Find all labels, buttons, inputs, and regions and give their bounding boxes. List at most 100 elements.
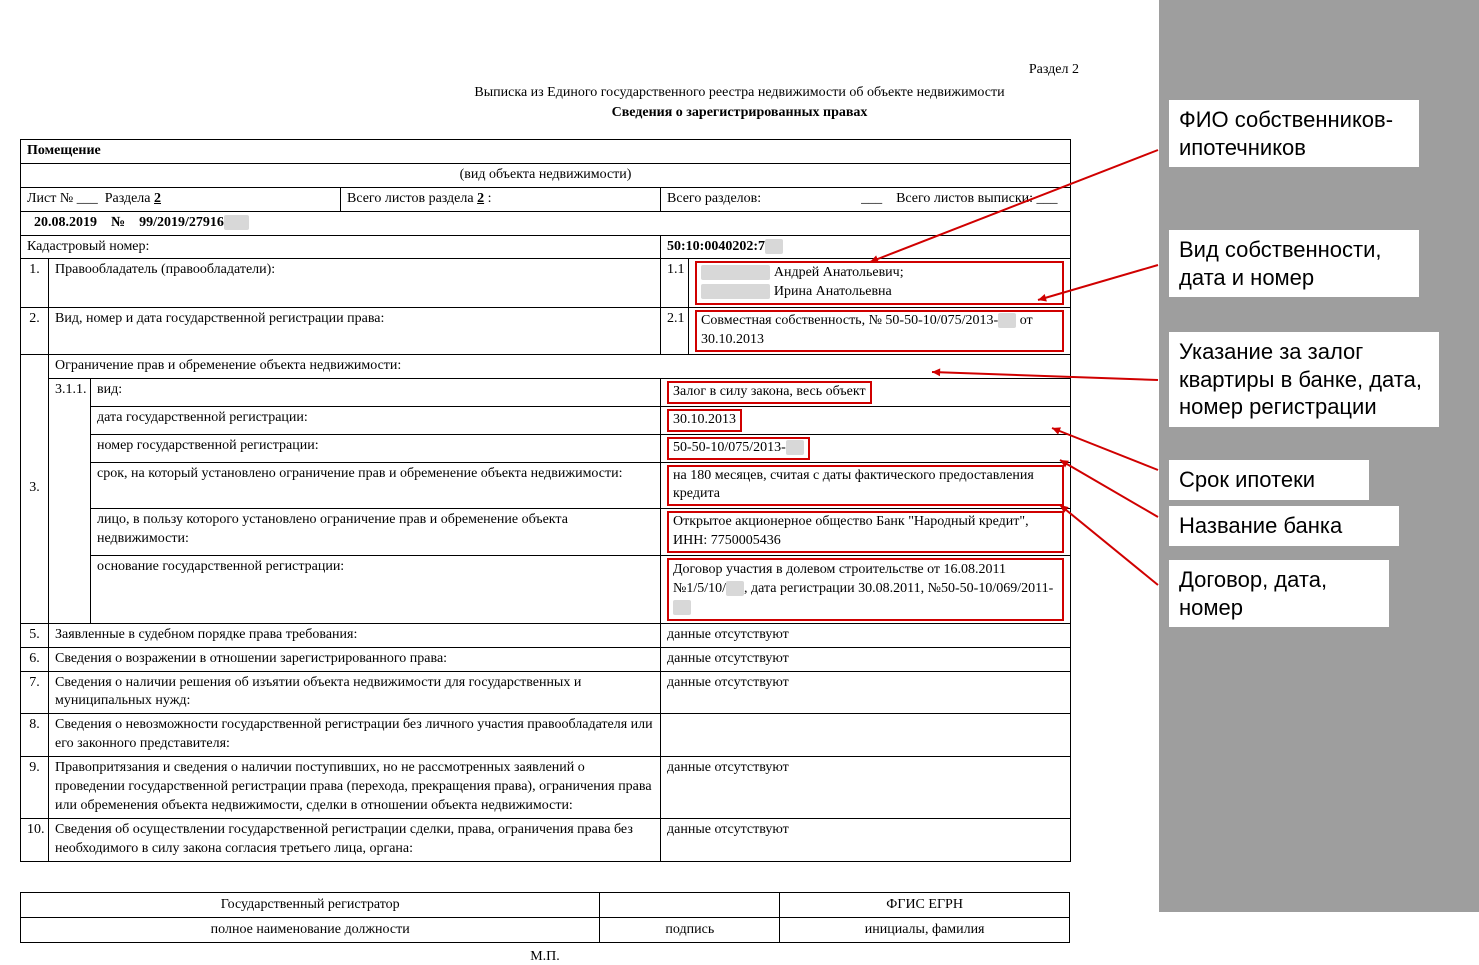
vsego-listov-razdela-label: Всего листов раздела (347, 191, 474, 206)
owner2-surname-blur: Кxxxxxxxx (701, 284, 770, 299)
ownership-type-highlight: Совместная собственность, № 50-50-10/075… (695, 310, 1064, 352)
row-1: 1. Правообладатель (правообладатели): 1.… (21, 259, 1071, 308)
signature-table: Государственный регистратор ФГИС ЕГРН по… (20, 892, 1070, 943)
vsego-listov-razdela-num: 2 (477, 191, 484, 206)
annotation-srok: Срок ипотеки (1169, 460, 1369, 500)
list-prefix: Лист № (27, 191, 73, 206)
row-3-num: 3. (21, 355, 49, 624)
row-3-srok-label: срок, на который установлено ограничение… (91, 462, 661, 509)
sheet-info-row: Лист № ___ Раздела 2 Всего листов раздел… (21, 187, 1071, 211)
row-6-num: 6. (21, 647, 49, 671)
row-9-num: 9. (21, 757, 49, 819)
vsego-razdelov: Всего разделов: (667, 190, 858, 209)
annotation-contract: Договор, дата, номер (1169, 560, 1389, 627)
row-8: 8. Сведения о невозможности государствен… (21, 714, 1071, 757)
regno-highlight: 50-50-10/075/2013-xx (667, 437, 810, 460)
row-7-num: 7. (21, 671, 49, 714)
row-3-regno-label: номер государственной регистрации: (91, 434, 661, 462)
row-3-lico-value-cell: Открытое акционерное общество Банк "Наро… (661, 509, 1071, 556)
cadastral-value: 50:10:0040202:7 (667, 239, 765, 254)
row-7-label: Сведения о наличии решения об изъятии об… (49, 671, 661, 714)
row-3-header-label: Ограничение прав и обременение объекта н… (49, 355, 1071, 379)
row-9-label: Правопритязания и сведения о наличии пос… (49, 757, 661, 819)
sign-empty (600, 892, 780, 917)
row-5-num: 5. (21, 623, 49, 647)
razdela-label: Раздела (105, 191, 151, 206)
row-3-header: 3. Ограничение прав и обременение объект… (21, 355, 1071, 379)
owner1-surname-blur: Кxxxxxxxx (701, 265, 770, 280)
row-3-sub: 3.1.1. (49, 378, 91, 623)
regdate-highlight: 30.10.2013 (667, 409, 742, 432)
row-3-vid-value-cell: Залог в силу закона, весь объект (661, 378, 1071, 406)
row-8-value (661, 714, 1071, 757)
owner1-name: Андрей Анатольевич; (774, 265, 904, 280)
row-9-value: данные отсутствуют (661, 757, 1071, 819)
doc-date: 20.08.2019 (34, 215, 97, 230)
row-9: 9. Правопритязания и сведения о наличии … (21, 757, 1071, 819)
regno-value: 50-50-10/075/2013- (673, 440, 786, 455)
row-1-sub: 1.1 (661, 259, 689, 308)
row-1-label: Правообладатель (правообладатели): (49, 259, 661, 308)
docno-row: 20.08.2019 № 99/2019/27916xxx (21, 211, 1071, 235)
row-2: 2. Вид, номер и дата государственной рег… (21, 308, 1071, 355)
object-type-hint-row: (вид объекта недвижимости) (21, 163, 1071, 187)
row-3-lico: лицо, в пользу которого установлено огра… (21, 509, 1071, 556)
row-8-label: Сведения о невозможности государственной… (49, 714, 661, 757)
row-3-osn: основание государственной регистрации: Д… (21, 556, 1071, 624)
annotation-ownership-type: Вид собственности, дата и номер (1169, 230, 1419, 297)
row-3-osn-value-cell: Договор участия в долевом строительстве … (661, 556, 1071, 624)
regno-blur-1: xx (998, 313, 1016, 328)
document-table: Помещение (вид объекта недвижимости) Лис… (20, 139, 1071, 862)
zalog-highlight: Залог в силу закона, весь объект (667, 381, 872, 404)
docno-cell: 20.08.2019 № 99/2019/27916xxx (21, 211, 1071, 235)
contract-highlight: Договор участия в долевом строительстве … (667, 558, 1064, 621)
row-10-num: 10. (21, 818, 49, 861)
row-6-label: Сведения о возражении в отношении зареги… (49, 647, 661, 671)
row-3-date: дата государственной регистрации: 30.10.… (21, 406, 1071, 434)
row-10-label: Сведения об осуществлении государственно… (49, 818, 661, 861)
row-10-value: данные отсутствуют (661, 818, 1071, 861)
section-label: Раздел 2 (1029, 62, 1079, 78)
row-1-num: 1. (21, 259, 49, 308)
row-1-value: Кxxxxxxxx Андрей Анатольевич; Кxxxxxxxx … (689, 259, 1071, 308)
row-3-date-value-cell: 30.10.2013 (661, 406, 1071, 434)
annotation-owners: ФИО собственников-ипотечников (1169, 100, 1419, 167)
row-2-sub: 2.1 (661, 308, 689, 355)
row-3-srok-value-cell: на 180 месяцев, считая с даты фактическо… (661, 462, 1071, 509)
sign-initials: инициалы, фамилия (780, 917, 1070, 942)
cadastral-value-cell: 50:10:0040202:7xx (661, 235, 1071, 259)
row-3-date-label: дата государственной регистрации: (91, 406, 661, 434)
row-2-label: Вид, номер и дата государственной регист… (49, 308, 661, 355)
contract-part-b: , дата регистрации 30.08.2011, №50-50-10… (744, 581, 1053, 596)
row-10: 10. Сведения об осуществлении государств… (21, 818, 1071, 861)
row-5-value: данные отсутствуют (661, 623, 1071, 647)
contract-blur-2: xx (673, 600, 691, 615)
object-type-row: Помещение (21, 140, 1071, 164)
cadastral-label: Кадастровый номер: (21, 235, 661, 259)
row-8-num: 8. (21, 714, 49, 757)
doc-no-blur: xxx (224, 215, 249, 230)
owners-highlight: Кxxxxxxxx Андрей Анатольевич; Кxxxxxxxx … (695, 261, 1064, 305)
sheet-info-1: Лист № ___ Раздела 2 (21, 187, 341, 211)
row-2-value: Совместная собственность, № 50-50-10/075… (689, 308, 1071, 355)
row-3-regno-value-cell: 50-50-10/075/2013-xx (661, 434, 1071, 462)
sheet-info-3: Всего разделов: ___ Всего листов выписки… (661, 187, 1071, 211)
razdela-num: 2 (154, 191, 161, 206)
sign-registrator: Государственный регистратор (21, 892, 600, 917)
vsego-listov-vypiski: Всего листов выписки: (896, 191, 1033, 206)
row-3-vid-label: вид: (91, 378, 661, 406)
mp-label: М.П. (20, 949, 1070, 965)
bank-highlight: Открытое акционерное общество Банк "Наро… (667, 511, 1064, 553)
annotation-zalog: Указание за залог квартиры в банке, дата… (1169, 332, 1439, 427)
row-7-value: данные отсутствуют (661, 671, 1071, 714)
row-3-srok: срок, на который установлено ограничение… (21, 462, 1071, 509)
sign-position: полное наименование должности (21, 917, 600, 942)
row-2-num: 2. (21, 308, 49, 355)
row-6-value: данные отсутствуют (661, 647, 1071, 671)
doc-no: 99/2019/27916 (139, 215, 224, 230)
regno-blur-2: xx (786, 440, 804, 455)
sign-signature: подпись (600, 917, 780, 942)
row-3-osn-label: основание государственной регистрации: (91, 556, 661, 624)
cadastral-row: Кадастровый номер: 50:10:0040202:7xx (21, 235, 1071, 259)
row-5-label: Заявленные в судебном порядке права треб… (49, 623, 661, 647)
